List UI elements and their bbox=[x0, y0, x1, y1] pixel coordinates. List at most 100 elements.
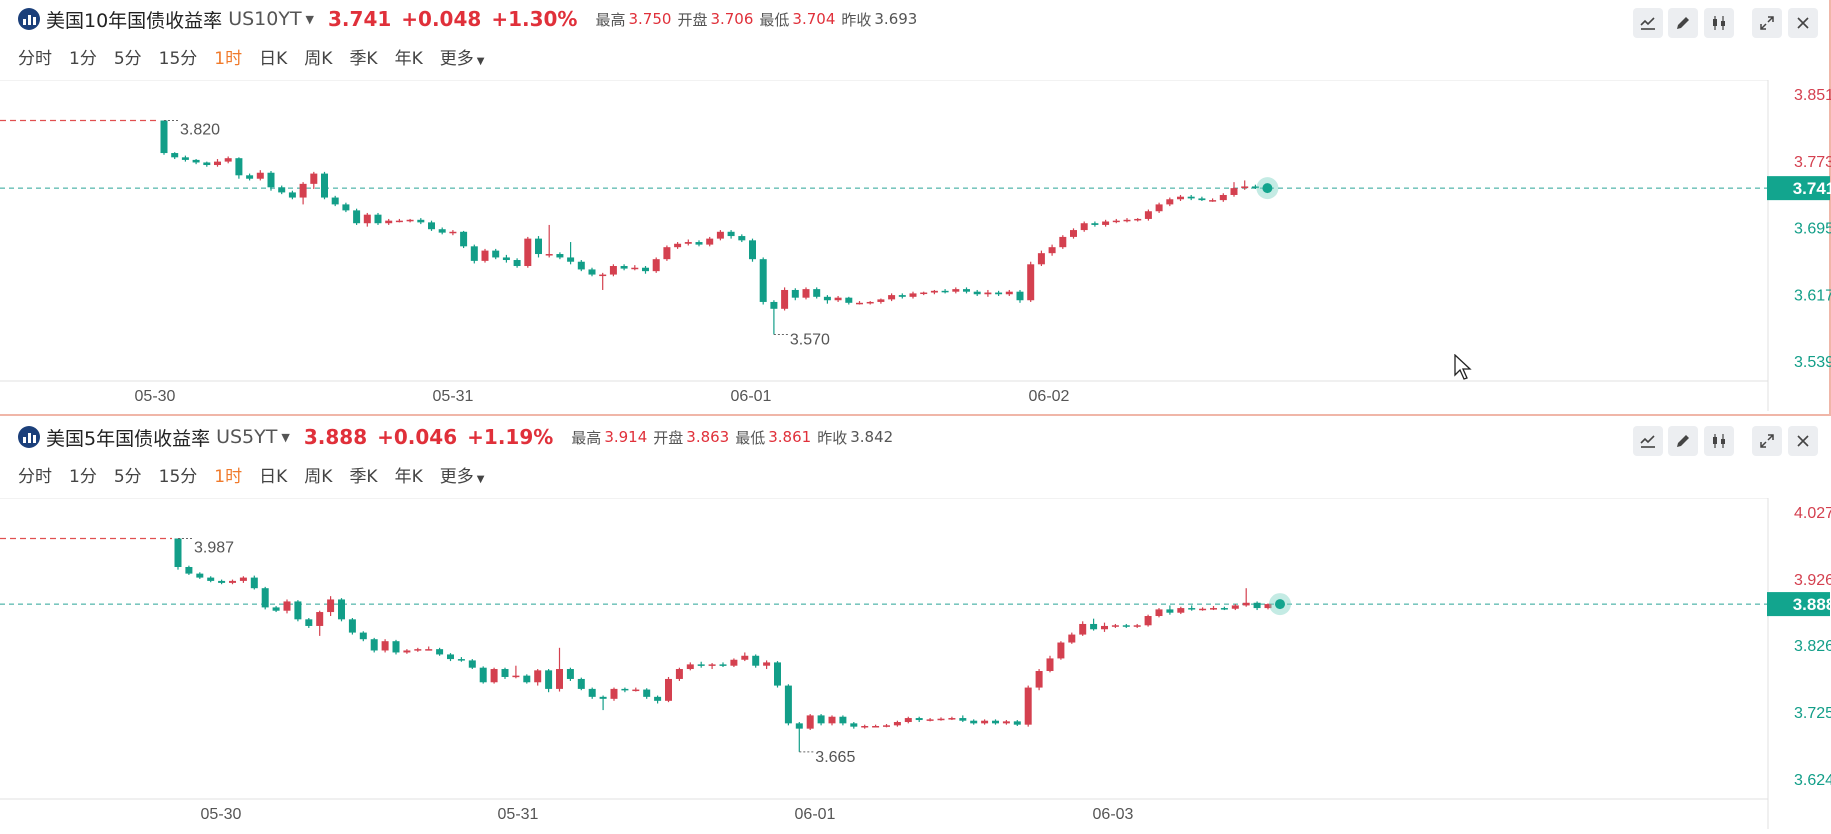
stat-prev-close-label: 昨收 bbox=[817, 428, 848, 447]
instrument-code-selector[interactable]: US10YT bbox=[228, 8, 302, 30]
candle-body bbox=[1177, 196, 1184, 200]
tab-1hour[interactable]: 1时 bbox=[214, 48, 243, 69]
indicator-button[interactable] bbox=[1633, 8, 1663, 38]
candle-body bbox=[652, 259, 660, 272]
draw-button[interactable] bbox=[1668, 426, 1698, 456]
candle-body bbox=[1024, 687, 1032, 725]
current-price-tag bbox=[1767, 176, 1830, 201]
chevron-down-icon[interactable]: ▼ bbox=[305, 12, 315, 26]
chevron-down-icon[interactable]: ▼ bbox=[281, 430, 290, 444]
tab-quarterly[interactable]: 季K bbox=[349, 48, 378, 69]
candle-body bbox=[995, 292, 1003, 295]
candle-body bbox=[1155, 609, 1163, 617]
tab-timeshare[interactable]: 分时 bbox=[18, 48, 52, 69]
candle-body bbox=[338, 599, 345, 620]
x-tick-label: 06-03 bbox=[1093, 806, 1134, 823]
candle-body bbox=[577, 261, 585, 270]
tab-more[interactable]: 更多 ▼ bbox=[440, 462, 485, 487]
candle-body bbox=[663, 247, 671, 260]
tab-daily[interactable]: 日K bbox=[259, 48, 288, 69]
candle-body bbox=[468, 660, 476, 668]
candle-body bbox=[845, 297, 853, 303]
candle-body bbox=[239, 577, 247, 581]
candle-body bbox=[316, 612, 324, 626]
tab-yearly[interactable]: 年K bbox=[394, 466, 423, 487]
tab-5min[interactable]: 5分 bbox=[113, 466, 142, 487]
candle-body bbox=[749, 240, 756, 260]
candle-body bbox=[631, 267, 639, 270]
candle-body bbox=[992, 720, 999, 724]
chart-panel-us5y: 美国5年国债收益率 US5YT ▼ 3.888 +0.046 +1.19% 最高… bbox=[0, 418, 1831, 834]
candle-body bbox=[823, 296, 831, 301]
candle-body bbox=[512, 675, 520, 678]
tab-timeshare[interactable]: 分时 bbox=[18, 466, 52, 487]
tab-quarterly[interactable]: 季K bbox=[349, 466, 378, 487]
candle-body bbox=[256, 172, 264, 179]
candle-body bbox=[185, 566, 193, 574]
tab-more[interactable]: 更多 ▼ bbox=[440, 44, 485, 69]
candle-type-button[interactable] bbox=[1704, 8, 1734, 38]
candle-body bbox=[1134, 218, 1142, 221]
candle-body bbox=[566, 669, 574, 679]
candle-body bbox=[524, 238, 532, 267]
candle-body bbox=[370, 639, 378, 651]
candle-body bbox=[425, 649, 433, 651]
tab-yearly[interactable]: 年K bbox=[394, 48, 423, 69]
candle-body bbox=[684, 242, 692, 244]
tab-5min[interactable]: 5分 bbox=[113, 48, 142, 69]
candle-body bbox=[981, 720, 989, 724]
stat-open-label: 开盘 bbox=[653, 428, 684, 447]
tab-1min[interactable]: 1分 bbox=[69, 466, 97, 487]
tab-1hour[interactable]: 1时 bbox=[214, 466, 243, 487]
candle-type-button[interactable] bbox=[1704, 426, 1734, 456]
candle-body bbox=[203, 162, 211, 166]
candle-body bbox=[567, 257, 575, 262]
period-tabs: 分时 1分 5分 15分 1时 日K 周K 季K 年K 更多 ▼ bbox=[18, 42, 501, 70]
candle-body bbox=[492, 250, 500, 258]
candle-body bbox=[414, 649, 422, 651]
candle-body bbox=[502, 257, 510, 261]
candlestick-chart[interactable]: 3.851 3.773 3.695 3.617 3.539 05-30 05-31 06-01… bbox=[0, 80, 1831, 414]
candle-body bbox=[621, 688, 629, 691]
candle-body bbox=[730, 659, 738, 666]
tab-15min[interactable]: 15分 bbox=[158, 48, 198, 69]
instrument-name: 美国5年国债收益率 bbox=[46, 427, 211, 450]
candle-body bbox=[481, 250, 489, 261]
candle-body bbox=[1209, 200, 1217, 202]
candle-body bbox=[288, 192, 296, 198]
instrument-code-selector[interactable]: US5YT bbox=[216, 426, 278, 448]
candle-body bbox=[588, 688, 596, 697]
close-button[interactable] bbox=[1788, 8, 1818, 38]
candle-body bbox=[1048, 247, 1056, 254]
candle-body bbox=[1188, 608, 1196, 610]
tab-more-label: 更多 bbox=[439, 466, 474, 487]
candle-body bbox=[534, 670, 542, 683]
chart-toolbar bbox=[0, 8, 1831, 38]
tab-weekly[interactable]: 周K bbox=[304, 466, 333, 487]
candle-body bbox=[1144, 211, 1152, 219]
fullscreen-button[interactable] bbox=[1752, 8, 1782, 38]
candle-body bbox=[229, 580, 236, 583]
candle-body bbox=[1210, 608, 1217, 610]
candlestick-chart[interactable]: 4.027 3.926 3.826 3.725 3.624 05-30 05-31 06-01… bbox=[0, 498, 1831, 832]
candle-body bbox=[224, 158, 232, 162]
draw-button[interactable] bbox=[1668, 8, 1698, 38]
tab-weekly[interactable]: 周K bbox=[304, 48, 333, 69]
tab-15min[interactable]: 15分 bbox=[158, 466, 198, 487]
candle-body bbox=[417, 219, 425, 223]
candle-body bbox=[959, 718, 967, 721]
tab-daily[interactable]: 日K bbox=[259, 466, 288, 487]
fullscreen-button[interactable] bbox=[1752, 426, 1782, 456]
y-tick-label: 3.617 bbox=[1794, 287, 1831, 304]
candle-body bbox=[460, 231, 468, 247]
candle-body bbox=[791, 289, 799, 298]
mouse-cursor-icon bbox=[1454, 354, 1472, 380]
candle-body bbox=[770, 301, 778, 309]
x-tick-label: 05-30 bbox=[201, 806, 242, 823]
indicator-button[interactable] bbox=[1633, 426, 1663, 456]
candle-body bbox=[545, 670, 553, 689]
candle-body bbox=[556, 254, 564, 258]
candle-body bbox=[278, 187, 286, 193]
close-button[interactable] bbox=[1788, 426, 1818, 456]
tab-1min[interactable]: 1分 bbox=[69, 48, 97, 69]
